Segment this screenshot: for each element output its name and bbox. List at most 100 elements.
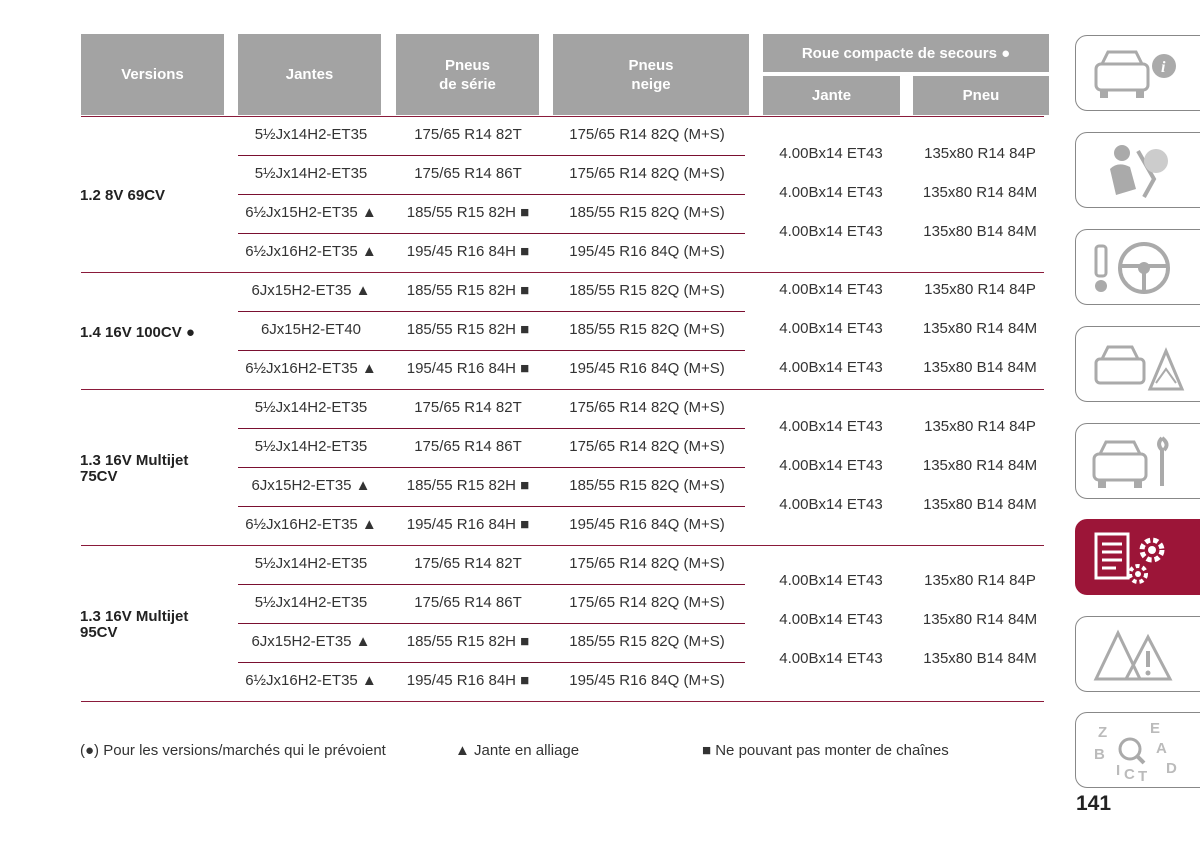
tab-starting-driving[interactable] — [1075, 229, 1200, 305]
header-spare-jante-label: Jante — [811, 87, 852, 104]
maintenance-car-icon — [1092, 436, 1169, 488]
header-roue-compacte-label: Roue compacte de secours ● — [801, 44, 1011, 62]
page-number: 141 — [1076, 792, 1112, 815]
header-pneus-neige-line2: neige — [631, 75, 671, 93]
row-separator — [238, 311, 745, 312]
cell-spare-pneu: 135x80 B14 84M — [923, 359, 1037, 376]
tab-safety[interactable] — [1075, 132, 1200, 208]
row-separator — [238, 233, 745, 234]
cell-spare-jante: 4.00Bx14 ET43 — [779, 457, 883, 474]
cell-jante: 5½Jx14H2-ET35 — [254, 438, 368, 455]
cell-spare-pneu: 135x80 R14 84P — [924, 418, 1036, 435]
table-bottom-line — [81, 701, 1044, 702]
group-separator — [81, 116, 1044, 117]
cell-spare-jante: 4.00Bx14 ET43 — [779, 320, 883, 337]
version-label-line: 1.2 8V 69CV — [80, 187, 166, 204]
emergency-icon — [1094, 345, 1185, 391]
version-label-line: 1.3 16V Multijet — [80, 608, 189, 625]
header-pneus-serie-line2: de série — [439, 75, 496, 93]
cell-spare-pneu: 135x80 B14 84M — [923, 496, 1037, 513]
cell-serie: 175/65 R14 82T — [414, 555, 522, 572]
tab-emergency[interactable] — [1075, 326, 1200, 402]
tab-maintenance[interactable] — [1075, 423, 1200, 499]
cell-spare-jante: 4.00Bx14 ET43 — [779, 281, 883, 298]
cell-jante: 6Jx15H2-ET35 ▲ — [251, 633, 371, 650]
cell-spare-pneu: 135x80 R14 84M — [922, 184, 1038, 201]
row-separator — [238, 623, 745, 624]
cell-spare-jante: 4.00Bx14 ET43 — [779, 572, 883, 589]
cell-serie: 195/45 R16 84H ■ — [406, 243, 530, 260]
cell-jante: 6Jx15H2-ET35 ▲ — [251, 282, 371, 299]
cell-serie: 195/45 R16 84H ■ — [406, 672, 530, 689]
cell-spare-pneu: 135x80 R14 84M — [922, 611, 1038, 628]
cell-serie: 185/55 R15 82H ■ — [406, 633, 530, 650]
tab-warnings[interactable] — [1075, 616, 1200, 692]
cell-serie: 185/55 R15 82H ■ — [406, 477, 530, 494]
cell-neige: 175/65 R14 82Q (M+S) — [569, 126, 725, 143]
row-separator — [238, 428, 745, 429]
group-separator — [81, 272, 1044, 273]
cell-serie: 175/65 R14 86T — [414, 594, 522, 611]
row-separator — [238, 584, 745, 585]
legend-square: ■ Ne pouvant pas monter de chaînes — [702, 742, 949, 759]
cell-spare-pneu: 135x80 B14 84M — [923, 223, 1037, 240]
header-versions: Versions — [81, 34, 224, 115]
version-label-line: 95CV — [80, 624, 118, 641]
cell-jante: 5½Jx14H2-ET35 — [254, 399, 368, 416]
version-label: 1.3 16V Multijet 75CV — [80, 453, 188, 485]
row-separator — [238, 467, 745, 468]
technical-data-icon — [1094, 532, 1165, 584]
index-alphabet-icon: Z E B ADI C T — [1094, 720, 1177, 783]
cell-spare-jante: 4.00Bx14 ET43 — [779, 611, 883, 628]
header-spare-jante: Jante — [763, 76, 900, 115]
version-label-line: 1.3 16V Multijet — [80, 452, 189, 469]
cell-serie: 175/65 R14 86T — [414, 438, 522, 455]
header-roue-compacte: Roue compacte de secours ● — [763, 34, 1049, 72]
tab-technical-data[interactable] — [1075, 519, 1200, 595]
cell-jante: 5½Jx14H2-ET35 — [254, 594, 368, 611]
version-label: 1.3 16V Multijet 95CV — [80, 609, 188, 641]
header-spare-pneu: Pneu — [913, 76, 1049, 115]
cell-spare-jante: 4.00Bx14 ET43 — [779, 184, 883, 201]
starting-driving-icon — [1094, 242, 1170, 294]
cell-jante: 6Jx15H2-ET40 — [260, 321, 362, 338]
cell-jante: 6½Jx16H2-ET35 ▲ — [245, 672, 377, 689]
cell-serie: 195/45 R16 84H ■ — [406, 516, 530, 533]
warnings-icon — [1093, 629, 1173, 681]
legend-dot: (●) Pour les versions/marchés qui le pré… — [80, 742, 386, 759]
cell-spare-pneu: 135x80 R14 84P — [924, 145, 1036, 162]
group-separator — [81, 545, 1044, 546]
tab-dashboard[interactable]: i — [1075, 35, 1200, 111]
header-spare-pneu-label: Pneu — [962, 87, 1000, 104]
header-pneus-neige: Pneus neige — [553, 34, 749, 115]
header-pneus-serie: Pneus de série — [396, 34, 539, 115]
cell-spare-pneu: 135x80 R14 84M — [922, 457, 1038, 474]
cell-neige: 195/45 R16 84Q (M+S) — [569, 672, 725, 689]
header-pneus-serie-line1: Pneus — [444, 56, 490, 74]
cell-spare-pneu: 135x80 R14 84P — [924, 572, 1036, 589]
cell-neige: 185/55 R15 82Q (M+S) — [569, 282, 725, 299]
cell-serie: 175/65 R14 82T — [414, 399, 522, 416]
dashboard-car-info-icon: i — [1094, 50, 1176, 98]
header-jantes: Jantes — [238, 34, 381, 115]
cell-neige: 195/45 R16 84Q (M+S) — [569, 243, 725, 260]
cell-serie: 185/55 R15 82H ■ — [406, 204, 530, 221]
cell-neige: 195/45 R16 84Q (M+S) — [569, 360, 725, 377]
cell-spare-pneu: 135x80 R14 84M — [922, 320, 1038, 337]
cell-neige: 195/45 R16 84Q (M+S) — [569, 516, 725, 533]
cell-jante: 5½Jx14H2-ET35 — [254, 555, 368, 572]
cell-neige: 185/55 R15 82Q (M+S) — [569, 204, 725, 221]
row-separator — [238, 506, 745, 507]
cell-spare-pneu: 135x80 B14 84M — [923, 650, 1037, 667]
cell-serie: 185/55 R15 82H ■ — [406, 282, 530, 299]
group-separator — [81, 389, 1044, 390]
cell-neige: 175/65 R14 82Q (M+S) — [569, 438, 725, 455]
row-separator — [238, 662, 745, 663]
version-label: 1.2 8V 69CV — [80, 188, 165, 204]
cell-neige: 175/65 R14 82Q (M+S) — [569, 555, 725, 572]
cell-jante: 5½Jx14H2-ET35 — [254, 165, 368, 182]
cell-neige: 185/55 R15 82Q (M+S) — [569, 477, 725, 494]
tab-index[interactable]: Z E B ADI C T — [1075, 712, 1200, 788]
cell-serie: 175/65 R14 82T — [414, 126, 522, 143]
cell-spare-jante: 4.00Bx14 ET43 — [779, 496, 883, 513]
